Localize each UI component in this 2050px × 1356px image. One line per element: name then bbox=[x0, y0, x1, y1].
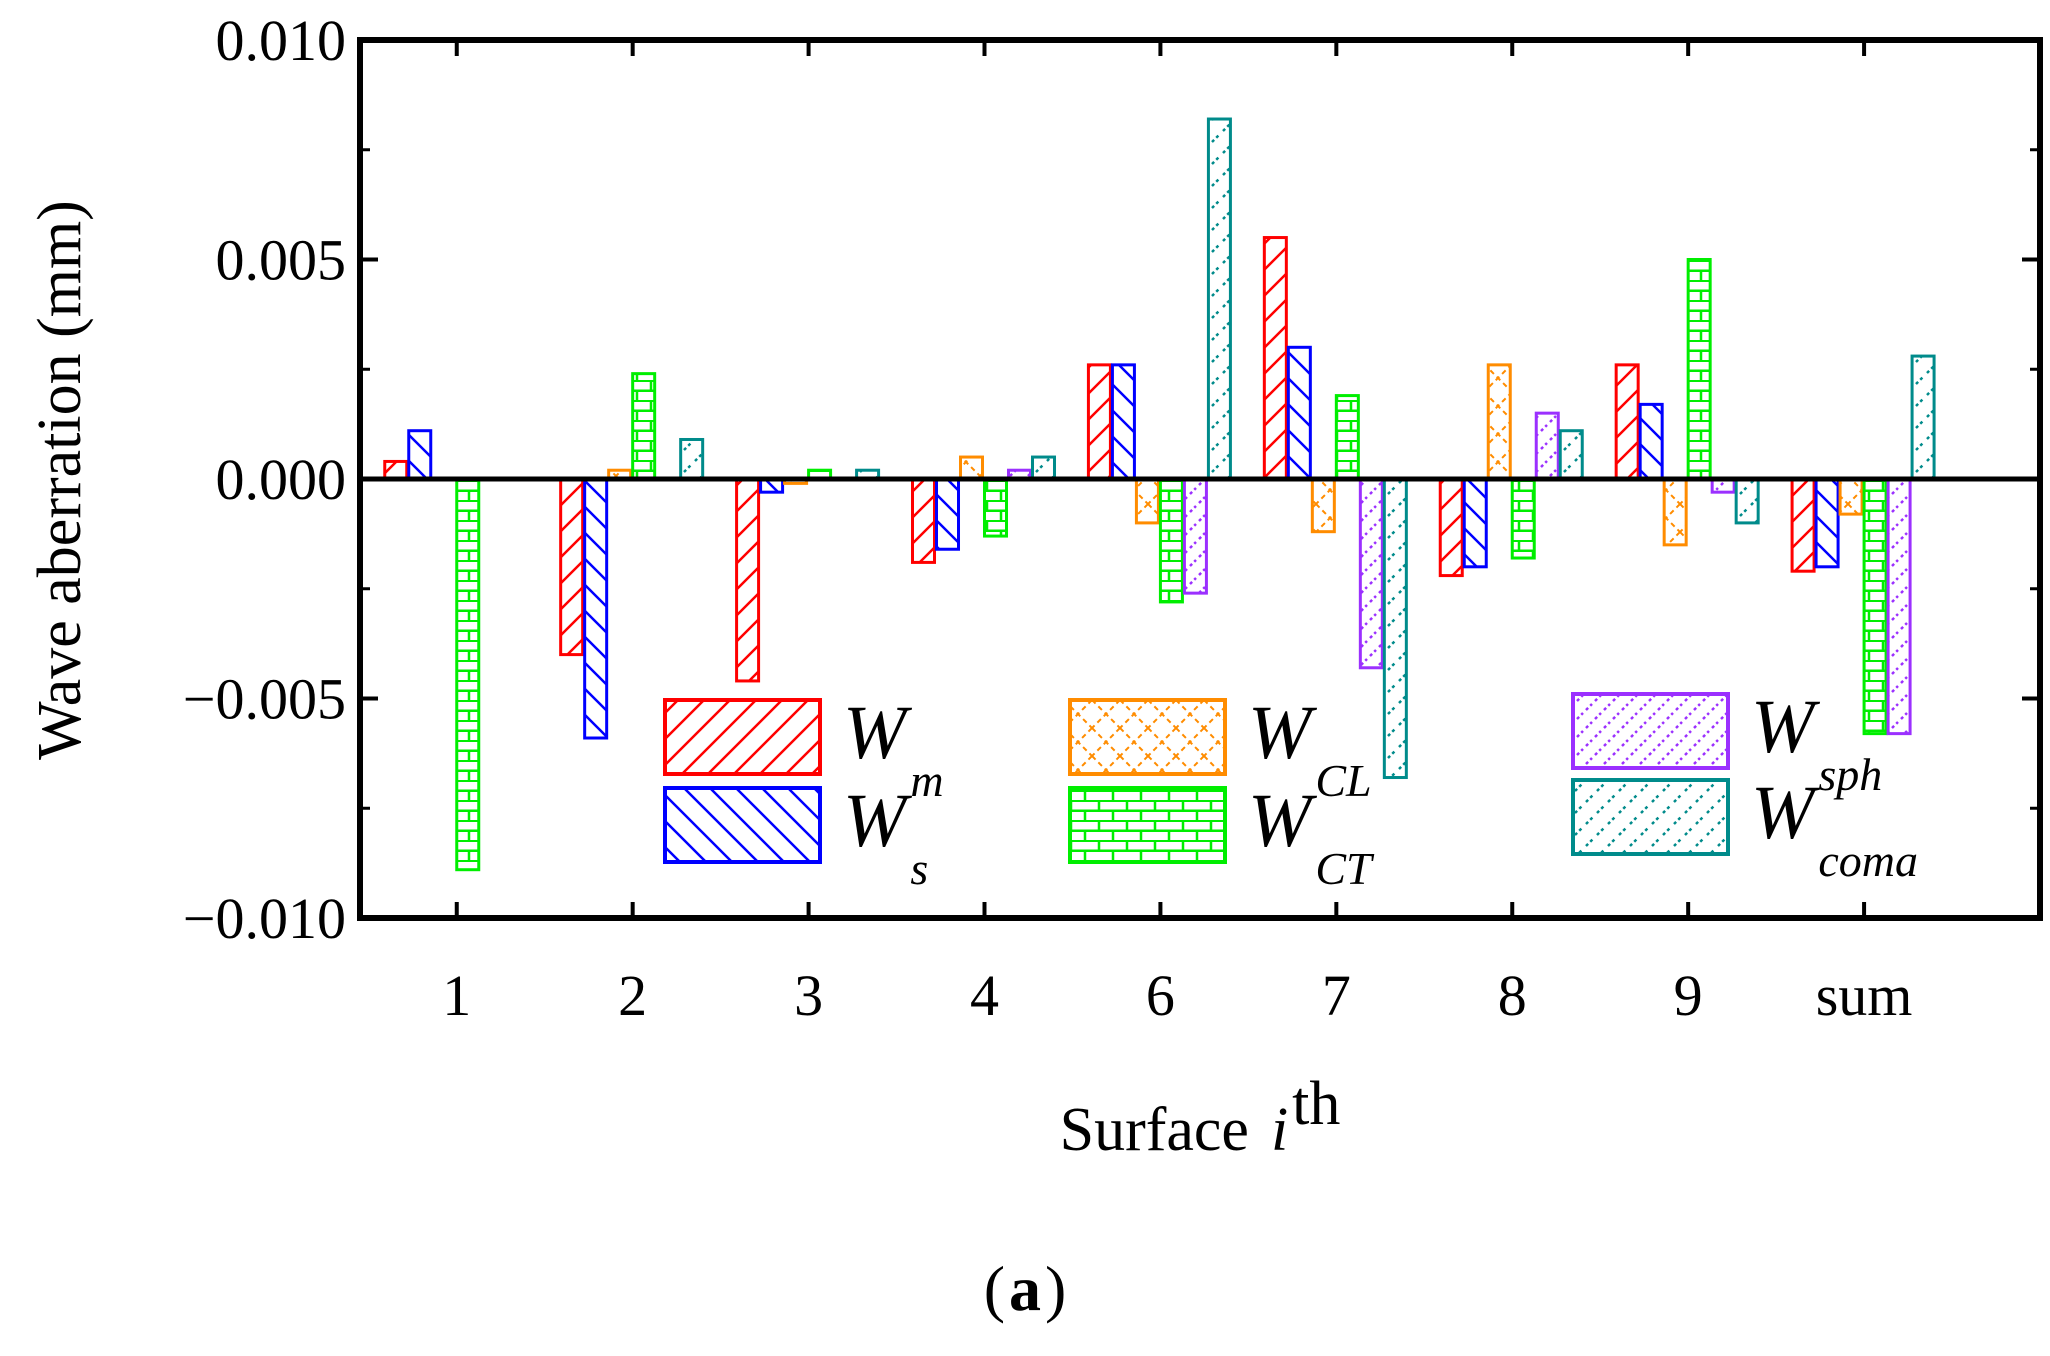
bar-s-8 bbox=[1462, 477, 1488, 569]
bar-m-4 bbox=[911, 477, 937, 564]
bar-CL-4 bbox=[959, 455, 985, 481]
x-axis-title: Surface i th bbox=[1060, 1070, 1341, 1164]
y-axis-title: Wave aberration (mm) bbox=[26, 200, 94, 760]
legend-swatch-sph bbox=[1571, 692, 1730, 770]
bar-m-7 bbox=[1262, 236, 1288, 481]
bar-coma-6 bbox=[1206, 117, 1232, 481]
bar-CT-sum bbox=[1862, 477, 1888, 736]
bar-s-4 bbox=[935, 477, 961, 551]
x-tick-label: 6 bbox=[1146, 963, 1175, 1028]
legend-swatch-m bbox=[663, 698, 822, 776]
x-tick-label: 9 bbox=[1674, 963, 1703, 1028]
bar-coma-7 bbox=[1382, 477, 1408, 780]
x-tick-label: 1 bbox=[442, 963, 471, 1028]
bar-s-2 bbox=[583, 477, 609, 740]
bar-s-sum bbox=[1814, 477, 1840, 569]
caption-close: ) bbox=[1045, 1253, 1066, 1324]
legend-label-s: Ws bbox=[843, 779, 928, 894]
bar-coma-sum bbox=[1910, 354, 1936, 481]
legend-label-sph: Wsph bbox=[1751, 685, 1882, 800]
bar-CL-6 bbox=[1134, 477, 1160, 525]
bar-coma-8 bbox=[1558, 429, 1584, 481]
legend-swatch-CL bbox=[1068, 698, 1227, 776]
bar-CT-6 bbox=[1158, 477, 1184, 604]
bar-m-1 bbox=[383, 459, 409, 481]
x-axis-var: i bbox=[1271, 1096, 1288, 1164]
caption-label: a bbox=[1009, 1253, 1041, 1324]
legend-swatch-s bbox=[663, 786, 822, 864]
bar-s-9 bbox=[1638, 402, 1664, 481]
x-ticks bbox=[454, 40, 1867, 918]
legend-swatch-CT bbox=[1068, 786, 1227, 864]
bar-CL-sum bbox=[1838, 477, 1864, 516]
bar-coma-9 bbox=[1734, 477, 1760, 525]
bar-CL-8 bbox=[1486, 363, 1512, 481]
legend-label-m: Wm bbox=[843, 691, 944, 806]
x-axis-label: Surface bbox=[1060, 1096, 1249, 1164]
bar-m-6 bbox=[1086, 363, 1112, 481]
bar-CT-4 bbox=[983, 477, 1009, 538]
y-tick-label: −0.005 bbox=[183, 667, 346, 732]
y-tick-label: 0.010 bbox=[216, 8, 347, 73]
bar-sph-6 bbox=[1182, 477, 1208, 595]
bar-m-9 bbox=[1614, 363, 1640, 481]
bar-m-2 bbox=[559, 477, 585, 657]
y-tick-label: 0.005 bbox=[216, 228, 347, 293]
legend-label-CT: WCT bbox=[1248, 779, 1375, 894]
y-tick-label: −0.010 bbox=[183, 886, 346, 951]
bar-m-3 bbox=[735, 477, 761, 683]
bar-coma-2 bbox=[679, 437, 705, 481]
bar-coma-4 bbox=[1031, 455, 1057, 481]
bar-CT-1 bbox=[455, 477, 481, 872]
caption: ( a ) bbox=[984, 1253, 1067, 1324]
bar-CT-7 bbox=[1334, 394, 1360, 481]
x-axis-sup: th bbox=[1292, 1070, 1340, 1138]
bar-CT-2 bbox=[631, 372, 657, 481]
legend-label-coma: Wcoma bbox=[1751, 771, 1918, 886]
bar-sph-8 bbox=[1534, 411, 1560, 481]
bar-m-sum bbox=[1790, 477, 1816, 573]
bar-sph-sum bbox=[1886, 477, 1912, 736]
bar-CL-7 bbox=[1310, 477, 1336, 534]
bar-sph-7 bbox=[1358, 477, 1384, 670]
x-tick-label: 8 bbox=[1498, 963, 1527, 1028]
bar-CL-9 bbox=[1662, 477, 1688, 547]
x-tick-labels: 1 2 3 4 6 7 8 9 sum bbox=[442, 963, 1912, 1028]
bar-m-8 bbox=[1438, 477, 1464, 578]
legend-swatch-coma bbox=[1571, 778, 1730, 856]
x-tick-label: 2 bbox=[618, 963, 647, 1028]
bar-s-1 bbox=[407, 429, 433, 481]
bar-CT-8 bbox=[1510, 477, 1536, 560]
bar-s-6 bbox=[1110, 363, 1136, 481]
bar-CT-9 bbox=[1686, 258, 1712, 481]
bar-s-7 bbox=[1286, 345, 1312, 481]
legend-label-CL: WCL bbox=[1248, 691, 1372, 806]
x-tick-label: 3 bbox=[794, 963, 823, 1028]
y-tick-labels: 0.010 0.005 0.000 −0.005 −0.010 bbox=[183, 8, 346, 951]
caption-open: ( bbox=[984, 1253, 1005, 1324]
x-tick-label: 4 bbox=[970, 963, 999, 1028]
x-tick-label: 7 bbox=[1322, 963, 1351, 1028]
y-tick-label: 0.000 bbox=[216, 447, 347, 512]
x-tick-label: sum bbox=[1816, 963, 1913, 1028]
